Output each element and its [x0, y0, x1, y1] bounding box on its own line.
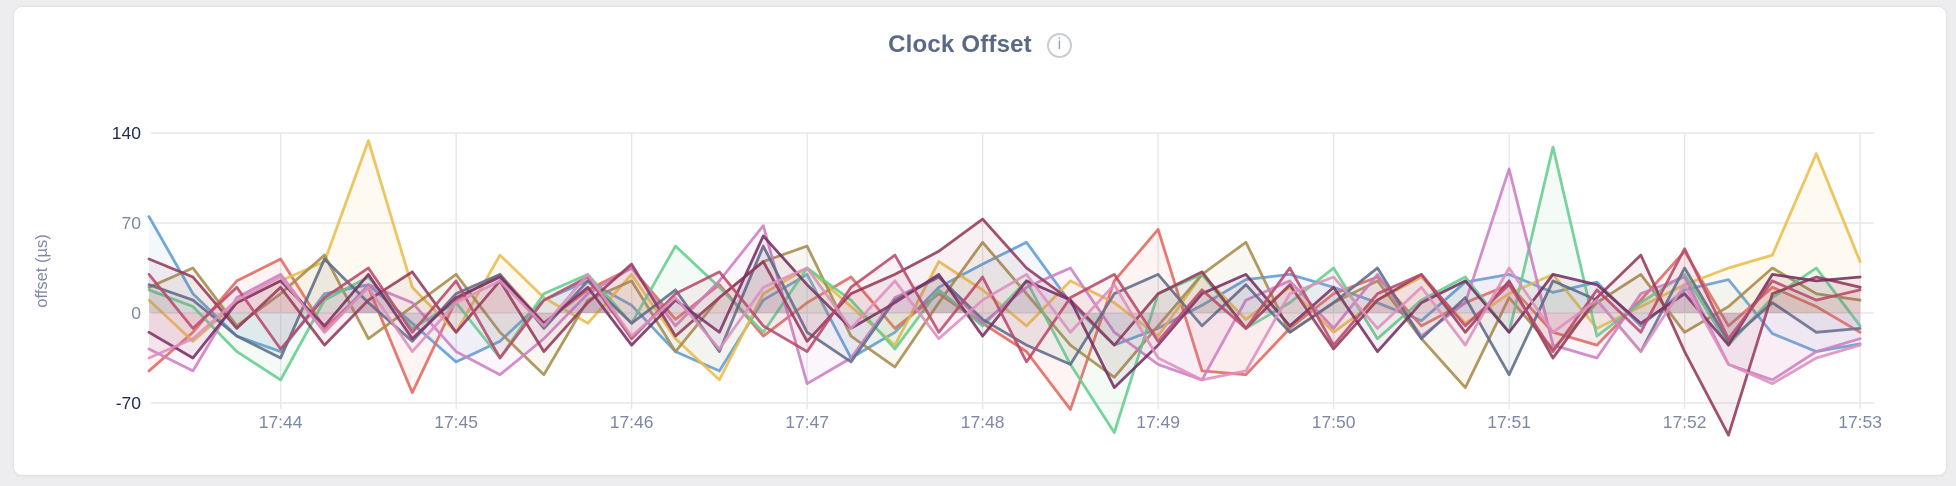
- chart-header: Clock Offset i: [14, 31, 1946, 59]
- x-tick-label: 17:46: [610, 412, 654, 432]
- x-tick-label: 17:47: [785, 412, 829, 432]
- series-area-series-7: [149, 246, 1861, 375]
- y-tick-label: -70: [116, 393, 142, 413]
- series-line-series-9: [147, 234, 1862, 389]
- x-tick-label: 17:49: [1136, 412, 1180, 432]
- y-tick-label: 140: [112, 123, 141, 143]
- x-tick-label: 17:53: [1838, 412, 1882, 432]
- y-tick-label: 0: [131, 303, 141, 323]
- info-icon[interactable]: i: [1046, 32, 1072, 58]
- x-tick-label: 17:51: [1487, 412, 1531, 432]
- clock-offset-card: Clock Offset i 140 70 0 -70 17:44 17:45 17:46 1…: [13, 6, 1947, 476]
- series-area-series-6: [149, 169, 1861, 384]
- x-tick-label: 17:48: [961, 412, 1005, 432]
- x-tick-label: 17:52: [1663, 412, 1707, 432]
- axis-layer: 140 70 0 -70 17:44 17:45 17:46 17:47 17:48 17:49 1…: [112, 123, 1882, 432]
- series-line-series-8: [147, 217, 1862, 437]
- series-line-series-1: [147, 215, 1862, 373]
- series-area-series-8: [149, 219, 1861, 436]
- clock-offset-chart[interactable]: 140 70 0 -70 17:44 17:45 17:46 17:47 17:48 17:49 1…: [14, 7, 1946, 475]
- series-line-series-10: [147, 247, 1862, 364]
- x-tick-label: 17:50: [1312, 412, 1356, 432]
- chart-title: Clock Offset: [888, 31, 1032, 58]
- series-area-series-1: [149, 216, 1861, 371]
- series-area-series-4: [149, 242, 1861, 388]
- y-axis-title: offset (µs): [33, 234, 51, 307]
- y-tick-label: 70: [122, 213, 142, 233]
- series-line-series-11: [147, 266, 1862, 386]
- x-tick-label: 17:44: [259, 412, 303, 432]
- series-area-series-11: [149, 268, 1861, 384]
- x-tick-label: 17:45: [434, 412, 478, 432]
- series-layer: [147, 139, 1862, 437]
- series-area-series-9: [149, 235, 1861, 388]
- series-line-series-2: [147, 228, 1862, 411]
